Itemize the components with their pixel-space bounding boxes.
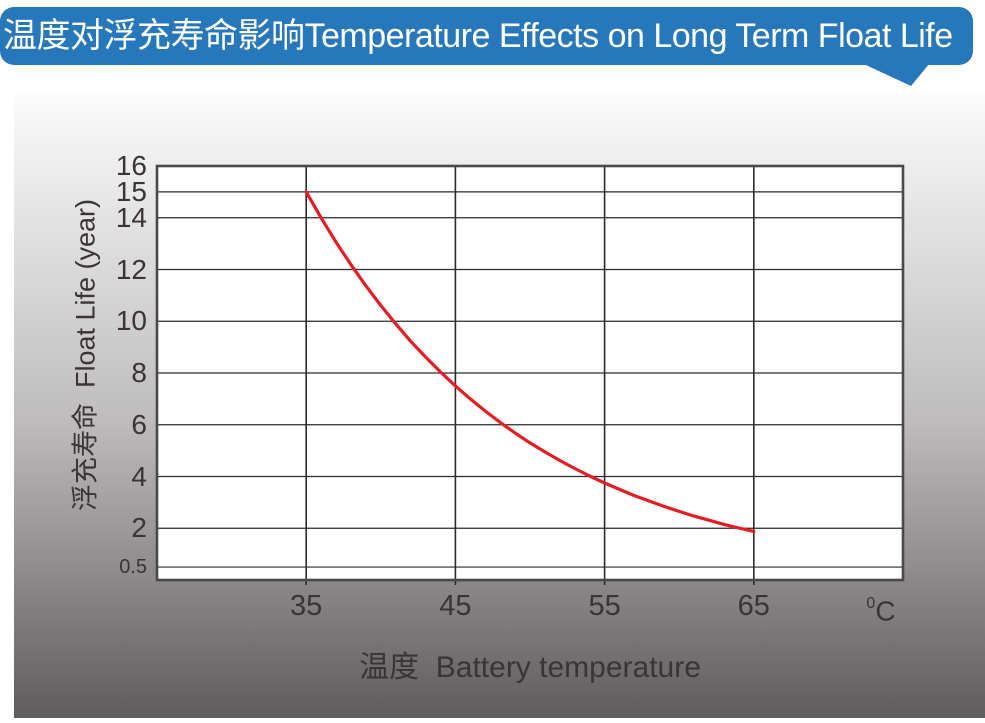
- page-title: 温度对浮充寿命影响Temperature Effects on Long Ter…: [3, 17, 953, 55]
- y-tick-label: 8: [131, 357, 147, 388]
- banner-tail-icon: [855, 58, 934, 86]
- x-unit-label: 0C: [836, 590, 926, 626]
- plot-border: [155, 164, 905, 582]
- x-tick-label: 55: [588, 590, 621, 622]
- y-tick-label: 0.5: [119, 556, 147, 579]
- y-tick-label: 16: [115, 150, 147, 181]
- y-tick-label: 12: [115, 253, 147, 285]
- chart-canvas: [155, 164, 905, 585]
- title-banner: 温度对浮充寿命影响Temperature Effects on Long Ter…: [0, 7, 973, 65]
- y-tick-label: 2: [131, 512, 147, 544]
- x-unit-base: C: [875, 595, 896, 627]
- y-tick-label: 15: [115, 175, 147, 207]
- x-unit-superscript: 0: [866, 595, 876, 612]
- x-tick-label: 65: [737, 590, 770, 622]
- grid-lines-horizontal: [157, 165, 903, 568]
- plot-area: [155, 164, 905, 585]
- grid-lines-vertical: [305, 166, 755, 585]
- x-tick-label: 45: [439, 590, 472, 622]
- chart-panel: 浮充寿命 Float Life (year) 16 15 14 12 10 8 6 4 2 0.5…: [14, 95, 985, 718]
- x-axis-title: 温度 Battery temperature: [359, 651, 701, 684]
- float-life-curve: [304, 190, 756, 533]
- y-tick-label: 10: [115, 305, 147, 337]
- y-tick-label: 6: [131, 408, 147, 440]
- y-tick-label: 4: [131, 460, 147, 492]
- x-tick-label: 35: [290, 590, 323, 622]
- y-tick-label: 14: [115, 201, 147, 233]
